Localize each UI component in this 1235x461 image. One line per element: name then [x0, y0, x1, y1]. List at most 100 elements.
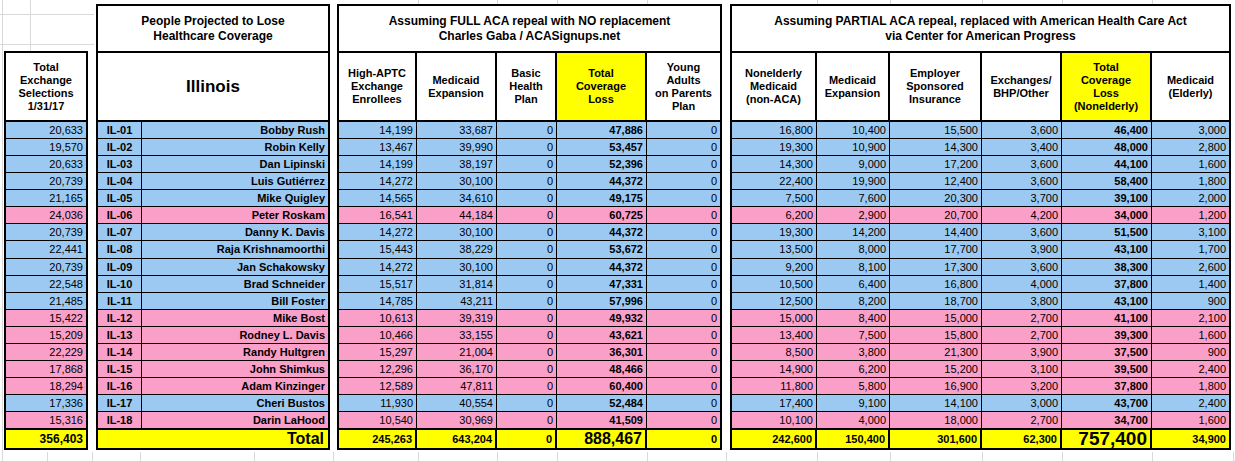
- partial-repeal-cell[interactable]: 1,400: [1152, 276, 1229, 292]
- partial-repeal-cell[interactable]: 3,000: [1152, 122, 1229, 138]
- partial-repeal-cell[interactable]: 4,200: [982, 207, 1062, 223]
- partial-repeal-cell[interactable]: 1,600: [1152, 156, 1229, 172]
- representative-name-cell[interactable]: Rodney L. Davis: [142, 327, 328, 343]
- full-repeal-cell[interactable]: 0: [647, 173, 720, 189]
- partial-repeal-cell[interactable]: 8,500: [732, 344, 817, 360]
- full-repeal-cell[interactable]: 0: [647, 395, 720, 411]
- full-repeal-cell[interactable]: 30,100: [417, 259, 497, 275]
- full-repeal-cell[interactable]: 0: [497, 361, 557, 377]
- representative-name-cell[interactable]: Raja Krishnamoorthi: [142, 241, 328, 257]
- partial-repeal-cell[interactable]: 900: [1152, 293, 1229, 309]
- district-code-cell[interactable]: IL-02: [98, 139, 142, 155]
- partial-repeal-cell[interactable]: 37,800: [1062, 276, 1152, 292]
- full-repeal-cell[interactable]: 0: [647, 259, 720, 275]
- partial-repeal-cell[interactable]: 46,400: [1062, 122, 1152, 138]
- full-repeal-total-cell[interactable]: 643,204: [417, 430, 497, 448]
- full-repeal-cell[interactable]: 60,400: [557, 378, 647, 394]
- partial-repeal-total-cell[interactable]: 62,300: [982, 430, 1062, 448]
- partial-repeal-cell[interactable]: 3,900: [982, 344, 1062, 360]
- full-repeal-cell[interactable]: 47,886: [557, 122, 647, 138]
- partial-repeal-cell[interactable]: 17,700: [890, 241, 982, 257]
- full-repeal-cell[interactable]: 0: [497, 344, 557, 360]
- partial-repeal-cell[interactable]: 12,400: [890, 173, 982, 189]
- partial-repeal-cell[interactable]: 6,400: [817, 276, 890, 292]
- partial-repeal-cell[interactable]: 22,400: [732, 173, 817, 189]
- district-code-cell[interactable]: IL-06: [98, 207, 142, 223]
- representative-name-cell[interactable]: Jan Schakowsky: [142, 259, 328, 275]
- partial-repeal-cell[interactable]: 14,300: [732, 156, 817, 172]
- partial-repeal-cell[interactable]: 3,900: [982, 241, 1062, 257]
- full-repeal-cell[interactable]: 0: [497, 412, 557, 428]
- district-code-cell[interactable]: IL-12: [98, 310, 142, 326]
- partial-repeal-cell[interactable]: 2,800: [1152, 139, 1229, 155]
- partial-repeal-cell[interactable]: 3,100: [982, 361, 1062, 377]
- full-repeal-cell[interactable]: 0: [647, 310, 720, 326]
- representative-name-cell[interactable]: Adam Kinzinger: [142, 378, 328, 394]
- full-repeal-cell[interactable]: 33,155: [417, 327, 497, 343]
- partial-repeal-cell[interactable]: 3,600: [982, 122, 1062, 138]
- full-repeal-total-cell[interactable]: 0: [647, 430, 720, 448]
- full-repeal-cell[interactable]: 47,331: [557, 276, 647, 292]
- partial-repeal-cell[interactable]: 48,000: [1062, 139, 1152, 155]
- full-repeal-cell[interactable]: 13,467: [339, 139, 417, 155]
- partial-repeal-cell[interactable]: 9,100: [817, 395, 890, 411]
- exchange-selections-cell[interactable]: 21,165: [6, 190, 86, 206]
- full-repeal-cell[interactable]: 0: [647, 122, 720, 138]
- full-repeal-cell[interactable]: 10,466: [339, 327, 417, 343]
- column-header[interactable]: Medicaid (Elderly): [1152, 53, 1229, 120]
- full-repeal-cell[interactable]: 0: [497, 122, 557, 138]
- column-header[interactable]: Medicaid Expansion: [817, 53, 890, 120]
- full-repeal-cell[interactable]: 0: [647, 139, 720, 155]
- exchange-selections-cell[interactable]: 17,868: [6, 361, 86, 377]
- full-repeal-cell[interactable]: 52,396: [557, 156, 647, 172]
- partial-repeal-cell[interactable]: 3,400: [982, 139, 1062, 155]
- full-repeal-cell[interactable]: 44,372: [557, 259, 647, 275]
- partial-repeal-cell[interactable]: 15,800: [890, 327, 982, 343]
- partial-repeal-cell[interactable]: 3,600: [982, 259, 1062, 275]
- partial-repeal-cell[interactable]: 9,000: [817, 156, 890, 172]
- partial-repeal-cell[interactable]: 10,900: [817, 139, 890, 155]
- partial-repeal-cell[interactable]: 14,200: [817, 224, 890, 240]
- exchange-selections-cell[interactable]: 24,036: [6, 207, 86, 223]
- full-repeal-cell[interactable]: 11,930: [339, 395, 417, 411]
- column-header-exchange-selections[interactable]: Total Exchange Selections 1/31/17: [6, 53, 86, 120]
- partial-repeal-cell[interactable]: 37,500: [1062, 344, 1152, 360]
- district-code-cell[interactable]: IL-07: [98, 224, 142, 240]
- partial-repeal-cell[interactable]: 8,400: [817, 310, 890, 326]
- full-repeal-cell[interactable]: 0: [497, 207, 557, 223]
- partial-repeal-cell[interactable]: 14,100: [890, 395, 982, 411]
- representative-name-cell[interactable]: Cheri Bustos: [142, 395, 328, 411]
- partial-repeal-cell[interactable]: 44,100: [1062, 156, 1152, 172]
- full-repeal-cell[interactable]: 0: [497, 310, 557, 326]
- column-header[interactable]: Nonelderly Medicaid (non-ACA): [732, 53, 817, 120]
- full-repeal-cell[interactable]: 14,785: [339, 293, 417, 309]
- full-repeal-cell[interactable]: 0: [497, 224, 557, 240]
- exchange-selections-cell[interactable]: 22,548: [6, 276, 86, 292]
- full-repeal-cell[interactable]: 40,554: [417, 395, 497, 411]
- full-repeal-cell[interactable]: 0: [647, 276, 720, 292]
- full-repeal-cell[interactable]: 0: [497, 190, 557, 206]
- partial-repeal-cell[interactable]: 12,500: [732, 293, 817, 309]
- partial-repeal-cell[interactable]: 19,300: [732, 224, 817, 240]
- full-repeal-cell[interactable]: 15,297: [339, 344, 417, 360]
- partial-repeal-cell[interactable]: 18,000: [890, 412, 982, 428]
- partial-repeal-cell[interactable]: 8,100: [817, 259, 890, 275]
- full-repeal-cell[interactable]: 0: [647, 224, 720, 240]
- representative-name-cell[interactable]: Danny K. Davis: [142, 224, 328, 240]
- full-repeal-cell[interactable]: 30,100: [417, 173, 497, 189]
- full-repeal-cell[interactable]: 34,610: [417, 190, 497, 206]
- partial-repeal-cell[interactable]: 20,300: [890, 190, 982, 206]
- full-repeal-cell[interactable]: 36,170: [417, 361, 497, 377]
- partial-repeal-cell[interactable]: 2,700: [982, 310, 1062, 326]
- partial-repeal-cell[interactable]: 7,600: [817, 190, 890, 206]
- full-repeal-cell[interactable]: 43,211: [417, 293, 497, 309]
- representative-name-cell[interactable]: Mike Bost: [142, 310, 328, 326]
- full-repeal-cell[interactable]: 38,197: [417, 156, 497, 172]
- column-header[interactable]: High-APTC Exchange Enrollees: [339, 53, 417, 120]
- district-code-cell[interactable]: IL-10: [98, 276, 142, 292]
- partial-repeal-cell[interactable]: 10,500: [732, 276, 817, 292]
- column-header[interactable]: Total Coverage Loss (Nonelderly): [1062, 53, 1152, 120]
- exchange-selections-cell[interactable]: 15,422: [6, 310, 86, 326]
- partial-repeal-cell[interactable]: 51,500: [1062, 224, 1152, 240]
- exchange-selections-cell[interactable]: 20,633: [6, 122, 86, 138]
